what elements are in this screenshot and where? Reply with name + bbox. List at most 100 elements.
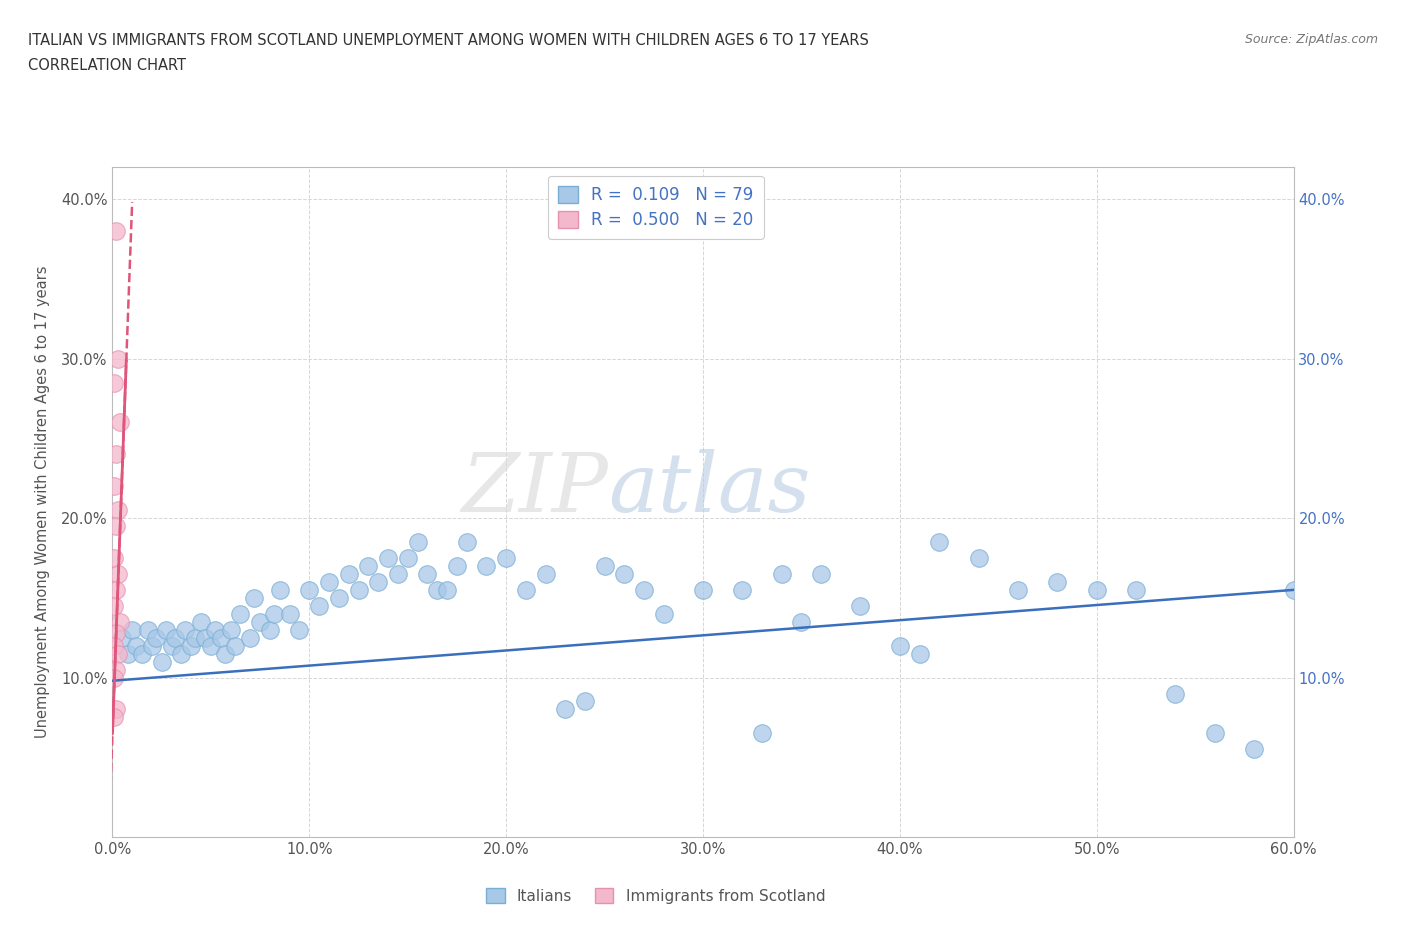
Point <box>347 582 370 597</box>
Point <box>288 622 311 637</box>
Point <box>692 582 714 597</box>
Point <box>125 638 148 653</box>
Point <box>889 638 911 653</box>
Point <box>107 646 129 661</box>
Point <box>103 598 125 613</box>
Point <box>103 375 125 390</box>
Text: Source: ZipAtlas.com: Source: ZipAtlas.com <box>1244 33 1378 46</box>
Point <box>105 519 128 534</box>
Point <box>908 646 931 661</box>
Point <box>456 535 478 550</box>
Point <box>184 631 207 645</box>
Point <box>1164 686 1187 701</box>
Point <box>229 606 252 621</box>
Point <box>243 591 266 605</box>
Point <box>337 566 360 581</box>
Point <box>263 606 285 621</box>
Point <box>194 631 217 645</box>
Point <box>170 646 193 661</box>
Point <box>308 598 330 613</box>
Point <box>377 551 399 565</box>
Point <box>224 638 246 653</box>
Point <box>105 662 128 677</box>
Y-axis label: Unemployment Among Women with Children Ages 6 to 17 years: Unemployment Among Women with Children A… <box>35 266 49 738</box>
Point <box>190 615 212 630</box>
Point <box>214 646 236 661</box>
Point <box>105 447 128 462</box>
Point <box>249 615 271 630</box>
Point <box>751 726 773 741</box>
Point <box>278 606 301 621</box>
Point <box>1007 582 1029 597</box>
Point <box>534 566 557 581</box>
Point <box>515 582 537 597</box>
Point <box>105 224 128 239</box>
Point <box>103 671 125 685</box>
Point <box>239 631 262 645</box>
Point <box>357 559 380 574</box>
Point <box>107 566 129 581</box>
Point <box>436 582 458 597</box>
Point <box>110 615 132 630</box>
Point <box>160 638 183 653</box>
Point <box>593 559 616 574</box>
Point <box>141 638 163 653</box>
Point <box>105 582 128 597</box>
Point <box>111 631 134 645</box>
Point <box>269 582 291 597</box>
Legend: Italians, Immigrants from Scotland: Italians, Immigrants from Scotland <box>479 882 831 910</box>
Point <box>318 575 340 590</box>
Point <box>180 638 202 653</box>
Point <box>103 710 125 724</box>
Point <box>328 591 350 605</box>
Point <box>1125 582 1147 597</box>
Point <box>416 566 439 581</box>
Point <box>406 535 429 550</box>
Point <box>121 622 143 637</box>
Point <box>633 582 655 597</box>
Point <box>967 551 990 565</box>
Point <box>613 566 636 581</box>
Point <box>928 535 950 550</box>
Point <box>1085 582 1108 597</box>
Point <box>554 702 576 717</box>
Point <box>1243 742 1265 757</box>
Point <box>475 559 498 574</box>
Point <box>426 582 449 597</box>
Text: ITALIAN VS IMMIGRANTS FROM SCOTLAND UNEMPLOYMENT AMONG WOMEN WITH CHILDREN AGES : ITALIAN VS IMMIGRANTS FROM SCOTLAND UNEM… <box>28 33 869 47</box>
Point <box>103 479 125 494</box>
Point <box>790 615 813 630</box>
Point <box>259 622 281 637</box>
Point <box>1204 726 1226 741</box>
Text: CORRELATION CHART: CORRELATION CHART <box>28 58 186 73</box>
Point <box>155 622 177 637</box>
Point <box>209 631 232 645</box>
Point <box>107 352 129 366</box>
Point <box>770 566 793 581</box>
Point <box>298 582 321 597</box>
Point <box>574 694 596 709</box>
Point <box>1046 575 1069 590</box>
Point <box>117 646 139 661</box>
Point <box>103 638 125 653</box>
Text: atlas: atlas <box>609 449 811 529</box>
Point <box>495 551 517 565</box>
Point <box>107 503 129 518</box>
Point <box>103 551 125 565</box>
Point <box>1282 582 1305 597</box>
Point <box>204 622 226 637</box>
Point <box>387 566 409 581</box>
Point <box>105 626 128 641</box>
Point <box>849 598 872 613</box>
Point <box>174 622 197 637</box>
Text: ZIP: ZIP <box>461 449 609 529</box>
Point <box>200 638 222 653</box>
Point <box>150 654 173 669</box>
Point <box>105 702 128 717</box>
Point <box>731 582 754 597</box>
Point <box>145 631 167 645</box>
Point <box>396 551 419 565</box>
Point <box>131 646 153 661</box>
Point <box>136 622 159 637</box>
Point <box>367 575 389 590</box>
